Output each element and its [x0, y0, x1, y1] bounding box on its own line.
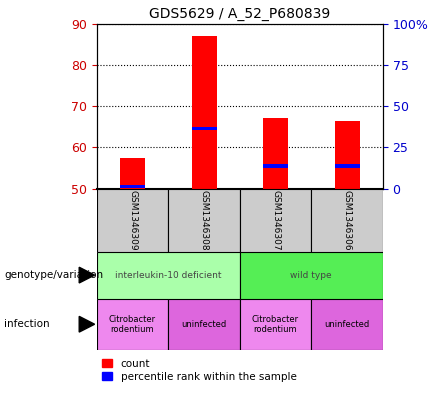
- FancyBboxPatch shape: [240, 299, 312, 350]
- Text: GSM1346309: GSM1346309: [128, 190, 137, 250]
- Bar: [334, 164, 359, 167]
- Bar: [191, 36, 216, 189]
- Text: uninfected: uninfected: [324, 320, 370, 329]
- Polygon shape: [79, 316, 95, 332]
- Text: infection: infection: [4, 319, 50, 329]
- Bar: [334, 121, 359, 189]
- Text: GSM1346306: GSM1346306: [343, 190, 352, 250]
- FancyBboxPatch shape: [168, 189, 240, 252]
- Polygon shape: [79, 267, 95, 283]
- Text: Citrobacter
rodentium: Citrobacter rodentium: [109, 314, 156, 334]
- Bar: [263, 164, 288, 167]
- Text: wild type: wild type: [290, 271, 332, 279]
- Text: uninfected: uninfected: [181, 320, 227, 329]
- FancyBboxPatch shape: [97, 299, 168, 350]
- FancyBboxPatch shape: [168, 299, 240, 350]
- FancyBboxPatch shape: [240, 189, 312, 252]
- FancyBboxPatch shape: [97, 189, 168, 252]
- FancyBboxPatch shape: [312, 189, 383, 252]
- Text: GSM1346308: GSM1346308: [200, 190, 209, 250]
- Text: GSM1346307: GSM1346307: [271, 190, 280, 250]
- Title: GDS5629 / A_52_P680839: GDS5629 / A_52_P680839: [149, 7, 330, 21]
- Bar: [191, 127, 216, 130]
- FancyBboxPatch shape: [97, 252, 240, 299]
- Text: interleukin-10 deficient: interleukin-10 deficient: [115, 271, 222, 279]
- Text: Citrobacter
rodentium: Citrobacter rodentium: [252, 314, 299, 334]
- Bar: [120, 185, 145, 188]
- Legend: count, percentile rank within the sample: count, percentile rank within the sample: [102, 359, 297, 382]
- Bar: [120, 158, 145, 189]
- FancyBboxPatch shape: [240, 252, 383, 299]
- FancyBboxPatch shape: [312, 299, 383, 350]
- Bar: [263, 119, 288, 189]
- Text: genotype/variation: genotype/variation: [4, 270, 103, 280]
